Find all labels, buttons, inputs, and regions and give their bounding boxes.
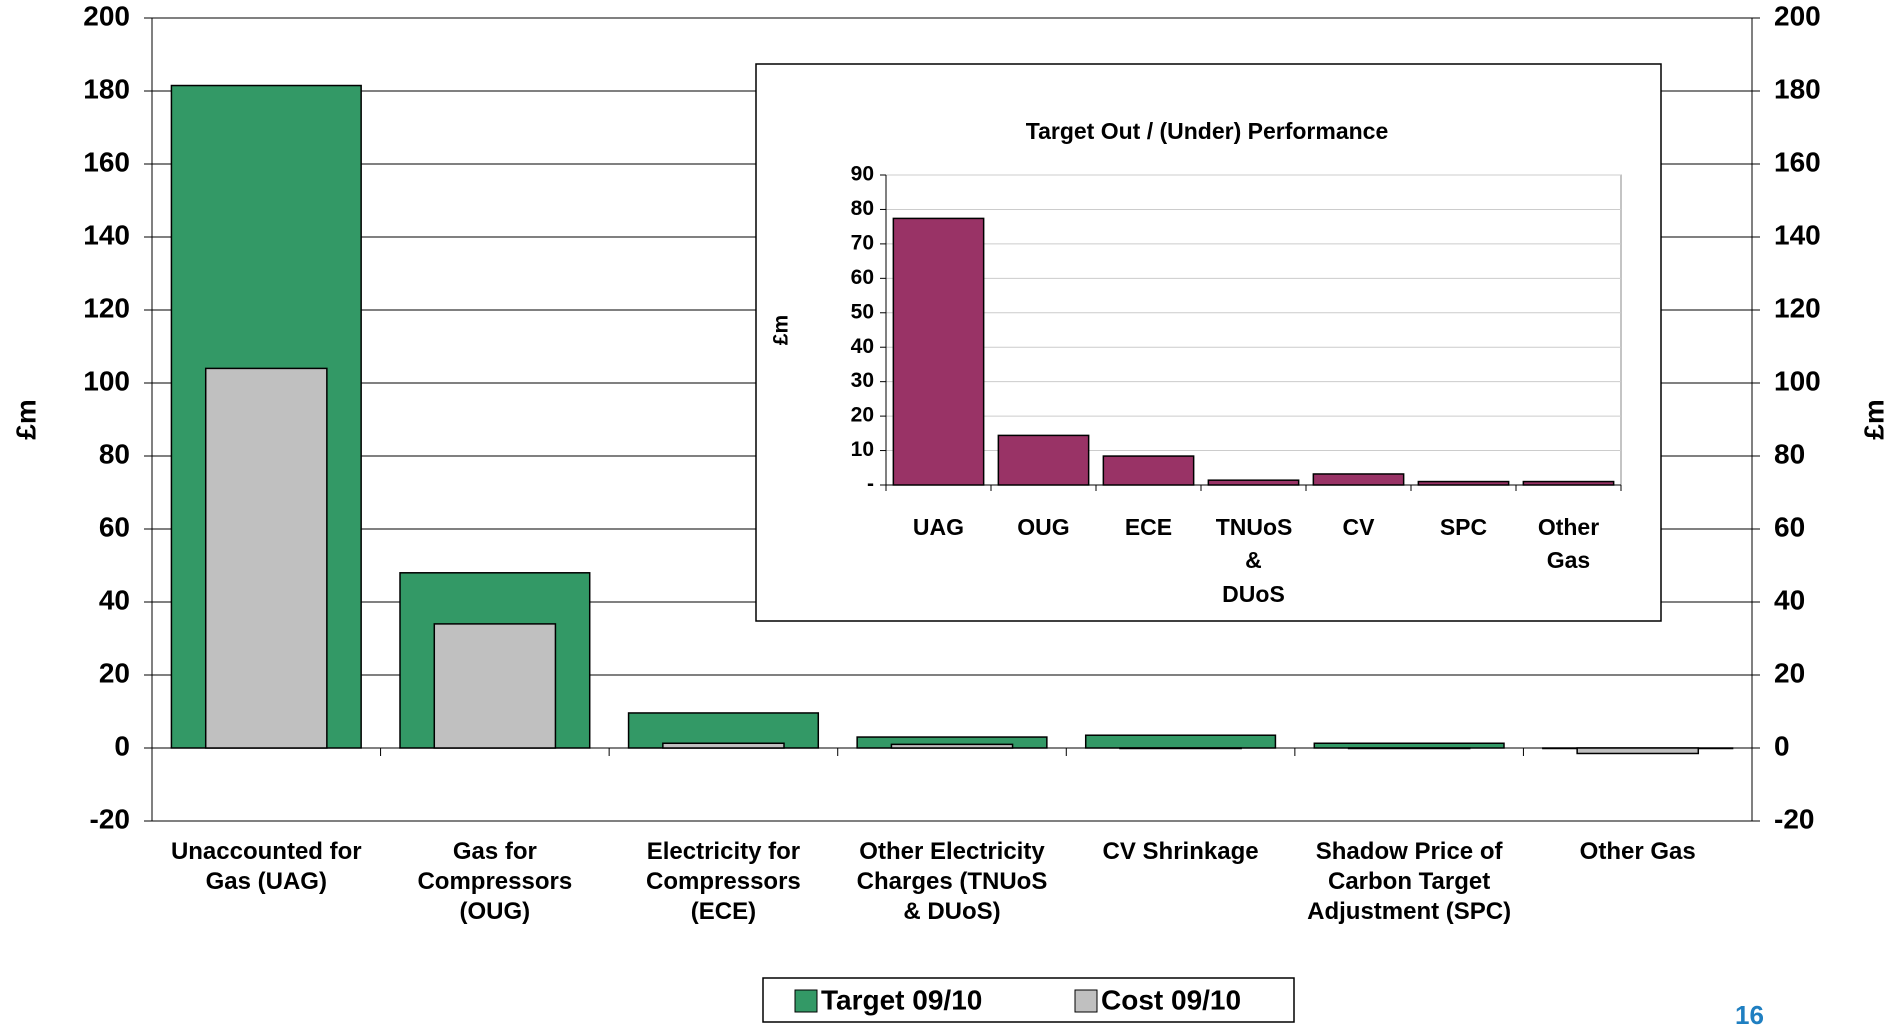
x-tick-label: ECE xyxy=(1124,514,1173,540)
y2-tick-label: 140 xyxy=(1774,219,1821,250)
bar xyxy=(1312,473,1405,486)
y-tick-label: 90 xyxy=(851,163,874,186)
y-tick-label: 50 xyxy=(851,300,874,323)
inset-plot xyxy=(885,174,1622,486)
bar xyxy=(662,742,785,749)
bar xyxy=(1207,479,1300,486)
y2-tick-label: 200 xyxy=(1774,0,1821,31)
bar xyxy=(1522,480,1615,486)
x-tick-label: UAG xyxy=(912,514,965,540)
y-tick-label: 20 xyxy=(851,404,874,427)
x-tick-label: OUG xyxy=(1017,514,1070,540)
y-tick-label: 80 xyxy=(99,438,130,469)
x-tick-label: Gas for Compressors (OUG) xyxy=(417,838,573,925)
y2-tick-label: 180 xyxy=(1774,73,1821,104)
y-tick-label: 40 xyxy=(99,584,130,615)
x-tick-label: CV Shrinkage xyxy=(1102,838,1259,865)
bar xyxy=(1084,734,1277,749)
bar xyxy=(892,217,985,486)
x-tick-label: SPC xyxy=(1439,514,1488,540)
legend xyxy=(762,977,1295,1023)
bar xyxy=(1417,480,1510,486)
y-tick-label: 120 xyxy=(83,292,130,323)
y2-tick-label: 40 xyxy=(1774,584,1805,615)
y2-tick-label: 120 xyxy=(1774,292,1821,323)
bar xyxy=(1102,455,1195,486)
y2-tick-label: 60 xyxy=(1774,511,1805,542)
legend-label: Target 09/10 xyxy=(821,984,982,1015)
bar xyxy=(1347,747,1471,750)
x-tick-label: Unaccounted for Gas (UAG) xyxy=(170,838,362,895)
y-tick-label: - xyxy=(867,473,874,496)
bar xyxy=(1119,747,1242,750)
legend-swatch xyxy=(794,989,818,1013)
y-tick-label: 200 xyxy=(83,0,130,31)
y-tick-label: 0 xyxy=(114,730,130,761)
bar xyxy=(890,743,1014,749)
bar xyxy=(627,712,820,749)
bar xyxy=(1576,747,1700,755)
y-tick-label: 80 xyxy=(851,197,874,220)
x-tick-label: CV xyxy=(1342,514,1375,540)
legend-label: Cost 09/10 xyxy=(1101,984,1241,1015)
y-tick-label: 60 xyxy=(99,511,130,542)
x-tick-label: Electricity for Compressors (ECE) xyxy=(646,838,801,925)
y2-tick-label: 160 xyxy=(1774,146,1821,177)
y-tick-label: 60 xyxy=(851,266,874,289)
x-tick-label: Shadow Price of Carbon Target Adjustment… xyxy=(1307,838,1512,925)
legend-swatch xyxy=(1074,989,1098,1013)
y2-tick-label: 80 xyxy=(1774,438,1805,469)
y-tick-label: 70 xyxy=(851,231,874,254)
y2-tick-label: 0 xyxy=(1774,730,1790,761)
page-number: 16 xyxy=(1735,1000,1764,1025)
y-tick-label: 20 xyxy=(99,657,130,688)
x-tick-label: Other Electricity Charges (TNUoS & DUoS) xyxy=(856,838,1048,925)
x-tick-label: Other Gas xyxy=(1579,838,1696,865)
inset-title: Target Out / (Under) Performance xyxy=(1026,118,1389,144)
x-tick-label: TNUoS & DUoS xyxy=(1215,514,1293,607)
y-tick-label: 180 xyxy=(83,73,130,104)
y2-tick-label: 100 xyxy=(1774,365,1821,396)
y-tick-label: 140 xyxy=(83,219,130,250)
bar xyxy=(997,434,1090,486)
y-tick-label: 100 xyxy=(83,365,130,396)
y-tick-label: 40 xyxy=(851,335,874,358)
bar xyxy=(433,623,557,749)
bar xyxy=(204,367,328,749)
y2-tick-label: 20 xyxy=(1774,657,1805,688)
y-tick-label: 10 xyxy=(851,438,874,461)
y-tick-label: -20 xyxy=(90,803,130,834)
y2-axis-label: £m xyxy=(1858,399,1889,439)
y-axis-label: £m xyxy=(10,399,41,439)
x-tick-label: Other Gas xyxy=(1537,514,1600,574)
y-axis-label: £m xyxy=(770,315,793,345)
y-tick-label: 160 xyxy=(83,146,130,177)
y-tick-label: 30 xyxy=(851,369,874,392)
y2-tick-label: -20 xyxy=(1774,803,1814,834)
